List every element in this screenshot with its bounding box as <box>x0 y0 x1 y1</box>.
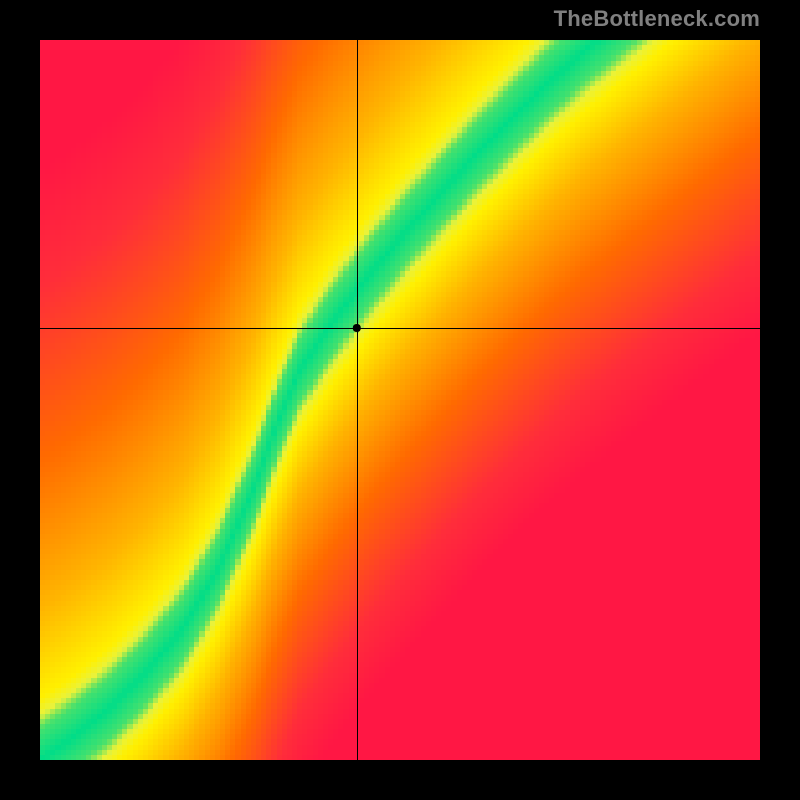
bottleneck-heatmap <box>40 40 760 760</box>
watermark-text: TheBottleneck.com <box>554 6 760 32</box>
